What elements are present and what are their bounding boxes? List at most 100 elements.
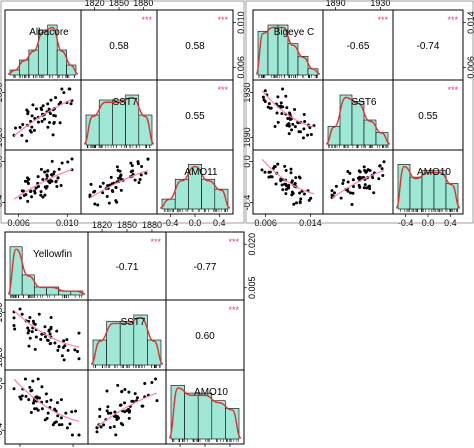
smooth-line <box>331 169 385 199</box>
scatter-point <box>57 423 61 427</box>
scatter-point <box>105 409 109 413</box>
cell-3-0-1: -0.71 *** <box>87 231 167 301</box>
scatter-point <box>67 87 71 91</box>
scatter-point <box>37 396 41 400</box>
scatter-point <box>294 176 298 180</box>
scatter-point <box>30 330 34 334</box>
scatter-point <box>59 398 63 402</box>
scatter-point <box>54 96 58 100</box>
scatter-point <box>18 125 22 129</box>
scatter-point <box>96 203 100 207</box>
scatter-point <box>18 307 22 311</box>
scatter-point <box>20 312 24 316</box>
variable-name-label: Yellowfin <box>33 249 72 260</box>
scatter-point <box>31 319 35 323</box>
scatter-point <box>50 179 54 183</box>
scatter-point <box>365 186 369 190</box>
scatter-point <box>144 171 148 175</box>
scatter-point <box>276 120 280 124</box>
scatter-point <box>44 392 48 396</box>
scatter-point <box>30 195 34 199</box>
scatter-point <box>127 390 131 394</box>
scatter-point <box>125 409 129 413</box>
scatter-point <box>127 410 131 414</box>
cell-3-2-1 <box>87 369 167 445</box>
scatter-point <box>306 133 310 137</box>
scatter-point <box>26 331 30 335</box>
scatter-point <box>155 399 159 403</box>
scatter-point <box>47 328 51 332</box>
scatter-point <box>284 168 288 172</box>
cell-3-1-2: 0.60 *** <box>165 299 245 371</box>
cell-1-1-2: 0.55 *** <box>156 79 234 151</box>
scatter-point <box>18 196 22 200</box>
correlation-value: -0.74 <box>417 41 440 52</box>
density-curve <box>325 96 391 145</box>
scatter-point <box>36 120 40 124</box>
scatter-point <box>133 392 137 396</box>
scatter-point <box>102 423 106 427</box>
scatter-point <box>381 174 385 178</box>
scatter-point <box>135 396 139 400</box>
scatter-point <box>70 410 74 414</box>
scatter-point <box>107 201 111 205</box>
scatter-point <box>98 407 102 411</box>
y-tick-label: -0.4 <box>0 195 4 211</box>
scatter-point <box>129 170 133 174</box>
scatter-point <box>66 348 70 352</box>
y-tick-label: -0.4 <box>242 195 252 211</box>
scatter-point <box>43 193 47 197</box>
cell-1-2-2: AMO11 <box>156 149 234 215</box>
scatter-point <box>293 125 297 129</box>
scatter-point <box>34 107 38 111</box>
y-tick-label: 1850 <box>0 303 4 323</box>
scatter-point <box>330 193 334 197</box>
y-tick-label: -0.4 <box>0 423 4 439</box>
scatter-point <box>33 347 37 351</box>
scatter-point <box>39 167 43 171</box>
smooth-line <box>96 392 158 428</box>
cell-2-1-2: 0.55 *** <box>392 79 464 151</box>
cell-1-1-0 <box>4 79 82 151</box>
scatter-point <box>59 416 63 420</box>
scatter-point <box>41 195 45 199</box>
scatter-point <box>46 125 50 129</box>
scatter-point <box>116 383 120 387</box>
variable-name-label: AMO10 <box>417 167 451 178</box>
scatter-point <box>21 189 25 193</box>
scatter-point <box>34 335 38 339</box>
scatter-point <box>51 133 55 137</box>
pairs-panel-2: Bigeye C -0.65 *** -0.74 *** SST6 0.55 *** AMO10… <box>242 0 474 228</box>
y-tick-label: 0.0 <box>242 155 252 168</box>
correlation-value: 0.55 <box>185 111 205 122</box>
scatter-point <box>48 332 52 336</box>
scatter-point <box>36 377 40 381</box>
cell-1-0-2: 0.58 *** <box>156 9 234 81</box>
scatter-point <box>41 178 45 182</box>
scatter-point <box>20 133 24 137</box>
scatter-point <box>289 167 293 171</box>
scatter-point <box>62 91 66 95</box>
scatter-point <box>30 125 34 129</box>
smooth-line <box>13 168 73 200</box>
significance-stars: *** <box>217 85 228 95</box>
scatter-point <box>280 112 284 116</box>
scatter-point <box>43 418 47 422</box>
variable-name-label: SST7 <box>120 317 145 328</box>
scatter-point <box>25 108 29 112</box>
scatter-point <box>30 114 34 118</box>
scatter-point <box>276 95 280 99</box>
scatter-point <box>285 106 289 110</box>
scatter-point <box>21 123 25 127</box>
scatter-point <box>106 411 110 415</box>
scatter-point <box>43 335 47 339</box>
scatter-point <box>26 326 30 330</box>
pairs-panel-1: Albacore 0.58 *** 0.58 *** SST7 0.55 *** AMO11 0.… <box>0 0 246 228</box>
variable-name-label: AMO10 <box>194 387 228 398</box>
scatter-point <box>43 117 47 121</box>
x-tick-label: 1820 <box>92 220 112 230</box>
scatter-point <box>37 312 41 316</box>
scatter-point <box>130 164 134 168</box>
scatter-point <box>377 177 381 181</box>
